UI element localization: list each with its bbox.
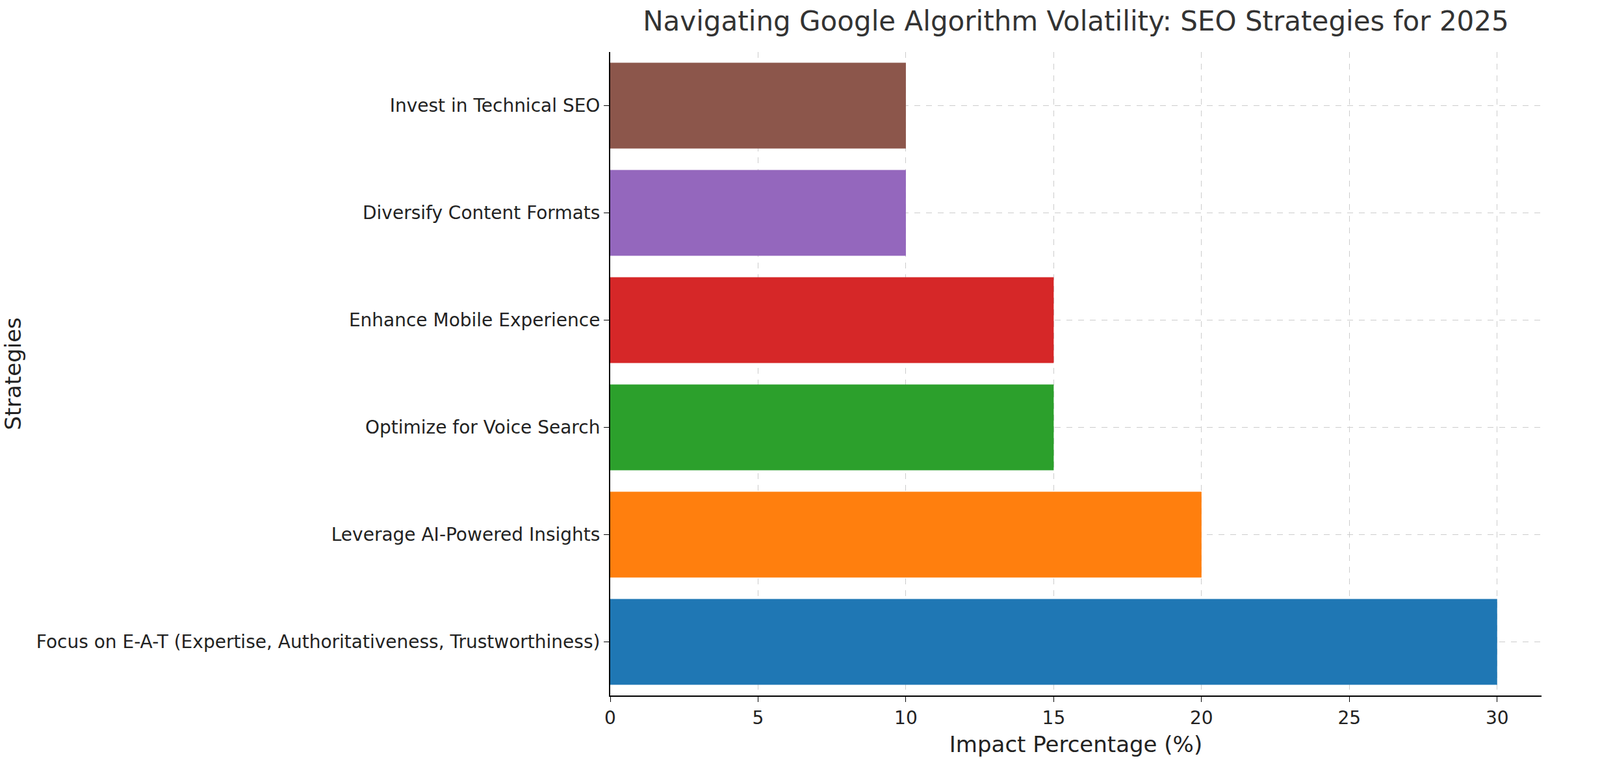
svg-text:10: 10 [894,707,918,729]
svg-text:20: 20 [1189,707,1214,729]
svg-text:5: 5 [752,707,765,729]
svg-text:Strategies: Strategies [0,317,26,431]
svg-text:0: 0 [604,707,617,729]
svg-text:30: 30 [1485,707,1510,729]
svg-text:Diversify Content Formats: Diversify Content Formats [362,202,600,224]
svg-text:15: 15 [1042,707,1066,729]
svg-text:Impact Percentage (%): Impact Percentage (%) [949,731,1203,758]
svg-text:Invest in Technical SEO: Invest in Technical SEO [389,94,601,117]
svg-text:Leverage AI-Powered Insights: Leverage AI-Powered Insights [331,523,601,546]
svg-text:Focus on E-A-T (Expertise, Aut: Focus on E-A-T (Expertise, Authoritative… [36,631,601,653]
svg-text:Enhance Mobile Experience: Enhance Mobile Experience [348,309,601,331]
svg-text:Navigating Google Algorithm Vo: Navigating Google Algorithm Volatility: … [642,5,1510,38]
svg-text:Optimize for Voice Search: Optimize for Voice Search [365,416,600,439]
svg-text:25: 25 [1337,707,1361,729]
